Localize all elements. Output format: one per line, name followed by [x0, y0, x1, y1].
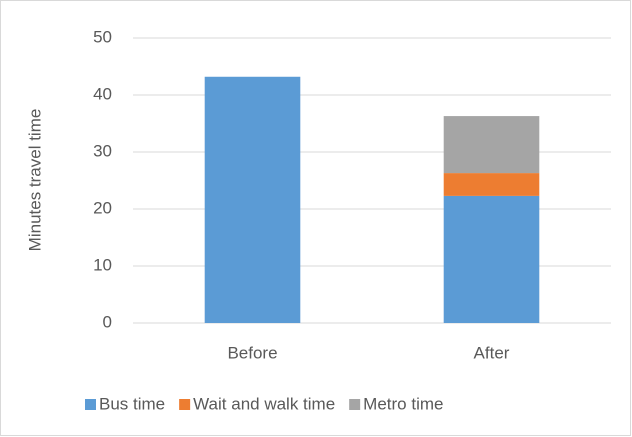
y-tick-label: 0 [103, 312, 112, 331]
bar-segment [443, 173, 540, 196]
y-tick-label: 30 [93, 141, 112, 160]
y-tick-label: 10 [93, 255, 112, 274]
y-tick-label: 20 [93, 198, 112, 217]
x-tick-label: Before [227, 343, 277, 362]
bar-segment [204, 76, 301, 323]
legend-swatch [349, 399, 361, 410]
legend-swatch [85, 399, 96, 410]
legend-label: Metro time [363, 394, 443, 413]
legend-label: Wait and walk time [193, 394, 335, 413]
legend-swatch [179, 399, 191, 410]
x-tick-label: After [474, 343, 510, 362]
y-tick-label: 50 [93, 27, 112, 46]
bar-segment [443, 195, 540, 323]
y-axis-label: Minutes travel time [25, 109, 44, 252]
y-tick-label: 40 [93, 84, 112, 103]
bar-segment [443, 116, 540, 174]
legend-label: Bus time [99, 394, 165, 413]
